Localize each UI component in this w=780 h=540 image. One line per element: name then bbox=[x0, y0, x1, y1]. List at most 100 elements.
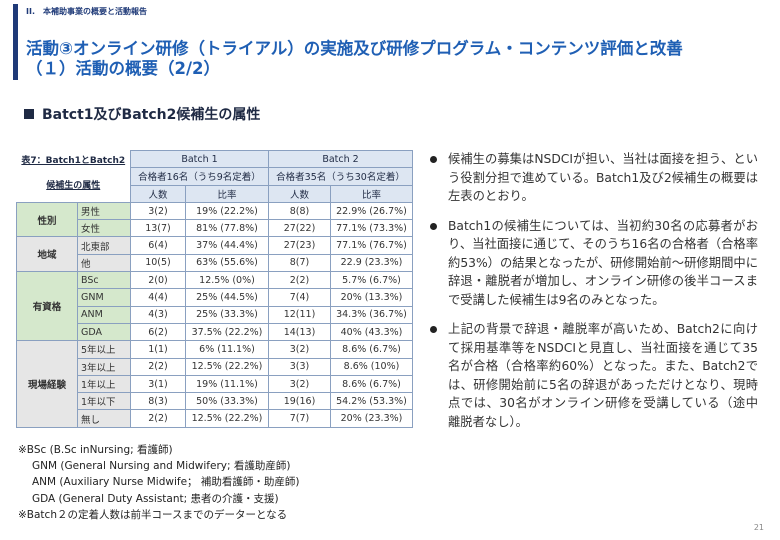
cell: 3(2) bbox=[130, 201, 186, 221]
cell: 3(1) bbox=[130, 374, 186, 394]
cell: 8.6% (6.7%) bbox=[330, 340, 413, 359]
data-row: 女性 13(7) 81% (77.8%) 27(22) 77.1% (73.3%) bbox=[17, 219, 413, 238]
cell: 27(22) bbox=[268, 219, 331, 238]
cell: 12.5% (22.2%) bbox=[185, 409, 269, 428]
cell: 27(23) bbox=[268, 236, 331, 255]
section-label: II. 本補助事業の概要と活動報告 bbox=[26, 7, 147, 16]
title: （１）活動の概要（2/2） bbox=[26, 59, 220, 78]
row-label: GDA bbox=[77, 322, 131, 342]
row-label: ANM bbox=[77, 305, 131, 324]
row-label: 男性 bbox=[77, 201, 131, 221]
row-label: 他 bbox=[77, 253, 131, 273]
header-row: 人数 比率 人数 比率 bbox=[17, 184, 413, 203]
notes: ※BSc (B.Sc inNursing; 看護師) GNM (General N… bbox=[18, 442, 299, 523]
group-label: 地域 bbox=[16, 236, 78, 273]
row-label: 女性 bbox=[77, 219, 131, 238]
cell: 10(5) bbox=[130, 253, 186, 273]
row-label: BSc bbox=[77, 271, 131, 290]
cell: 20% (13.3%) bbox=[330, 288, 413, 307]
cell: 19(16) bbox=[268, 392, 331, 411]
cell: 20% (23.3%) bbox=[330, 409, 413, 428]
bullet: Batch1の候補生については、当初約30名の応募者がおり、当社面接に通じて、そ… bbox=[428, 217, 758, 310]
header-row: 候補生の属性 合格者16名（うち9名定着） 合格者35名（うち30名定着） bbox=[17, 167, 413, 191]
caption: 表7：Batch1とBatch2 bbox=[21, 155, 126, 166]
cell: 4(3) bbox=[130, 305, 186, 324]
row-label: GNM bbox=[77, 288, 131, 307]
cell: 50% (33.3%) bbox=[185, 392, 269, 411]
note: GNM (General Nursing and Midwifery; 看護助産… bbox=[32, 460, 291, 473]
cell: 25% (33.3%) bbox=[185, 305, 269, 324]
column-header: 比率 bbox=[330, 184, 413, 203]
cell: 19% (22.2%) bbox=[185, 201, 269, 221]
note: ※BSc (B.Sc inNursing; 看護師) bbox=[18, 444, 173, 456]
data-row: 1年以下 8(3) 50% (33.3%) 19(16) 54.2% (53.3%) bbox=[17, 392, 413, 411]
row-label: 3年以上 bbox=[77, 357, 131, 376]
data-row: ANM 4(3) 25% (33.3%) 12(11) 34.3% (36.7%) bbox=[17, 305, 413, 324]
column-header: 人数 bbox=[130, 184, 186, 203]
cell: 5.7% (6.7%) bbox=[330, 271, 413, 290]
cell: 81% (77.8%) bbox=[185, 219, 269, 238]
row-label: 無し bbox=[77, 409, 131, 428]
cell: 13(7) bbox=[130, 219, 186, 238]
accent-bar bbox=[13, 4, 18, 80]
note: ANM (Auxiliary Nurse Midwife； 補助看護師・助産師) bbox=[32, 476, 300, 489]
cell: 6(4) bbox=[130, 236, 186, 255]
note: GDA (General Duty Assistant; 患者の介護・支援) bbox=[32, 492, 279, 505]
batch-note: 合格者35名（うち30名定着） bbox=[268, 167, 413, 186]
heading: Batct1及びBatch2候補生の属性 bbox=[24, 104, 260, 124]
cell: 3(2) bbox=[268, 340, 331, 359]
cell: 1(1) bbox=[130, 340, 186, 359]
cell: 19% (11.1%) bbox=[185, 374, 269, 394]
row-label: 1年以上 bbox=[77, 374, 131, 394]
cell: 22.9 (23.3%) bbox=[330, 253, 413, 273]
header-row: 表7：Batch1とBatch2 Batch 1 Batch 2 bbox=[17, 149, 413, 169]
cell: 8.6% (6.7%) bbox=[330, 374, 413, 394]
cell: 12(11) bbox=[268, 305, 331, 324]
batch-name: Batch 1 bbox=[130, 149, 269, 169]
cell: 40% (43.3%) bbox=[330, 322, 413, 342]
row-label: 北東部 bbox=[77, 236, 131, 255]
cell: 8(3) bbox=[130, 392, 186, 411]
attribute-table: 表7：Batch1とBatch2 Batch 1 Batch 2 候補生の属性 合格者1… bbox=[16, 149, 413, 428]
cell: 14(13) bbox=[268, 322, 331, 342]
data-row: 他 10(5) 63% (55.6%) 8(7) 22.9 (23.3%) bbox=[17, 253, 413, 273]
data-row: 現場経験 5年以上 1(1) 6% (11.1%) 3(2) 8.6% (6.7%) bbox=[16, 340, 413, 428]
row-label: 5年以上 bbox=[77, 340, 131, 359]
caption: 候補生の属性 bbox=[46, 181, 101, 192]
cell: 7(7) bbox=[268, 409, 331, 428]
data-row: 地域 北東部 6(4) 37% (44.4%) 27(23) 77.1% (76.7%) bbox=[16, 236, 413, 273]
heading-text: Batct1及びBatch2候補生の属性 bbox=[42, 107, 261, 123]
cell: 8(8) bbox=[268, 201, 331, 221]
data-row: GDA 6(2) 37.5% (22.2%) 14(13) 40% (43.3%) bbox=[17, 322, 413, 342]
cell: 8.6% (10%) bbox=[330, 357, 413, 376]
note: ※Batch２の定着人数は前半コースまでのデーターとなる bbox=[18, 508, 288, 521]
bullet-list: 候補生の募集はNSDCIが担い、当社は面接を担う、という役割分担で進めている。B… bbox=[428, 150, 758, 442]
cell: 34.3% (36.7%) bbox=[330, 305, 413, 324]
cell: 2(2) bbox=[268, 271, 331, 290]
cell: 37% (44.4%) bbox=[185, 236, 269, 255]
cell: 63% (55.6%) bbox=[185, 253, 269, 273]
cell: 12.5% (0%) bbox=[185, 271, 269, 290]
cell: 12.5% (22.2%) bbox=[185, 357, 269, 376]
data-row: 有資格 BSc 2(0) 12.5% (0%) 2(2) 5.7% (6.7%) bbox=[16, 271, 413, 342]
column-header: 人数 bbox=[268, 184, 331, 203]
group-label: 性別 bbox=[16, 201, 78, 238]
column-header: 比率 bbox=[185, 184, 269, 203]
cell: 3(3) bbox=[268, 357, 331, 376]
bullet: 候補生の募集はNSDCIが担い、当社は面接を担う、という役割分担で進めている。B… bbox=[428, 150, 758, 206]
cell: 25% (44.5%) bbox=[185, 288, 269, 307]
cell: 7(4) bbox=[268, 288, 331, 307]
group-label: 現場経験 bbox=[16, 340, 78, 428]
cell: 6% (11.1%) bbox=[185, 340, 269, 359]
cell: 6(2) bbox=[130, 322, 186, 342]
data-row: 無し 2(2) 12.5% (22.2%) 7(7) 20% (23.3%) bbox=[17, 409, 413, 428]
batch-note: 合格者16名（うち9名定着） bbox=[130, 167, 269, 186]
cell: 37.5% (22.2%) bbox=[185, 322, 269, 342]
cell: 77.1% (73.3%) bbox=[330, 219, 413, 238]
bullet: 上記の背景で辞退・離脱率が高いため、Batch2に向けて採用基準等をNSDCIと… bbox=[428, 320, 758, 431]
batch-name: Batch 2 bbox=[268, 149, 413, 169]
page-number: 21 bbox=[753, 523, 764, 532]
cell: 2(2) bbox=[130, 409, 186, 428]
cell: 2(2) bbox=[130, 357, 186, 376]
